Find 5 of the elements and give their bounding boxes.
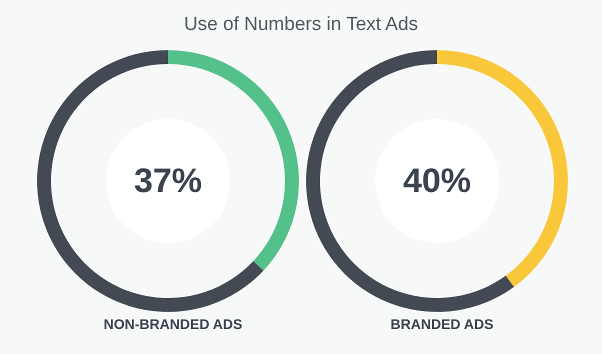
chart-title: Use of Numbers in Text Ads: [182, 14, 420, 36]
text: BRANDED ADS: [390, 316, 494, 332]
data-label: 37%: [134, 162, 202, 200]
text: NON-BRANDED ADS: [104, 316, 242, 332]
data-label: 40%: [402, 162, 472, 200]
